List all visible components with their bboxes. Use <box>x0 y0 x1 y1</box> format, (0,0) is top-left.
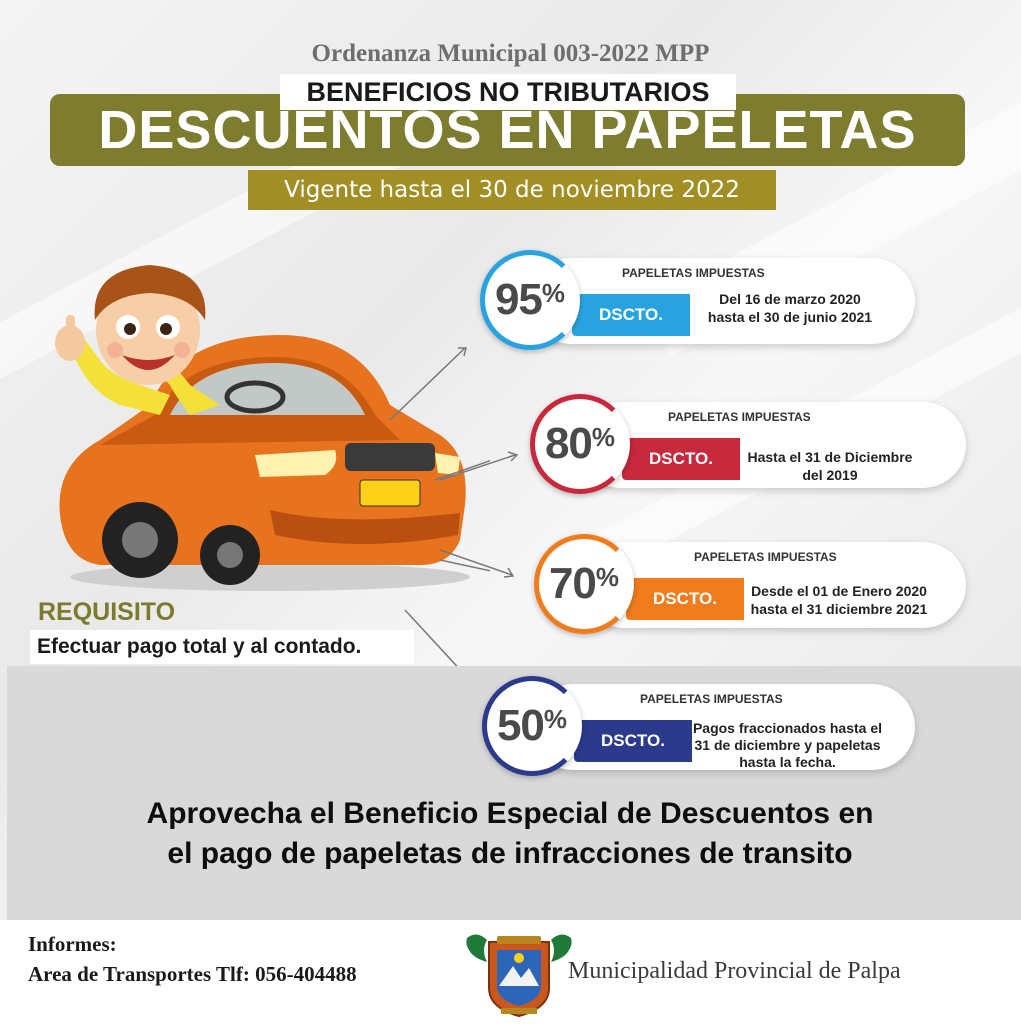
description-line: hasta la fecha. <box>739 754 836 770</box>
description-line: Pagos fraccionados hasta el <box>692 720 883 736</box>
percent-sign: % <box>591 421 616 452</box>
arrow-connectors-mid <box>440 451 519 578</box>
discount-tab: DSCTO. <box>572 294 690 336</box>
discount-row-50: DSCTO. 50% PAPELETAS IMPUESTAS Pagos fra… <box>482 676 915 776</box>
percent-sign: % <box>543 703 568 734</box>
discount-percent: 70 <box>548 559 597 608</box>
discount-description: Hasta el 31 de Diciembre del 2019 <box>730 448 930 484</box>
discount-row-70: DSCTO. 70% PAPELETAS IMPUESTAS Desde el … <box>534 534 966 634</box>
requirement-text: Efectuar pago total y al contado. <box>30 630 414 664</box>
discount-row-80: DSCTO. 80% PAPELETAS IMPUESTAS Hasta el … <box>530 394 966 494</box>
discount-circle: 80% <box>530 394 630 494</box>
discount-heading: PAPELETAS IMPUESTAS <box>640 692 783 706</box>
description-line: del 2019 <box>802 467 858 483</box>
discount-heading: PAPELETAS IMPUESTAS <box>668 410 811 424</box>
discount-tab: DSCTO. <box>622 438 740 480</box>
contact-phone: Area de Transportes Tlf: 056-404488 <box>28 962 357 986</box>
percent-sign: % <box>541 277 566 308</box>
discount-circle: 50% <box>482 676 582 776</box>
discount-description: Pagos fraccionados hasta el 31 de diciem… <box>680 720 895 771</box>
ordinance-title: Ordenanza Municipal 003-2022 MPP <box>311 40 710 67</box>
percent-sign: % <box>595 561 620 592</box>
description-line: 31 de diciembre y papeletas <box>694 737 881 753</box>
description-line: hasta el 31 diciembre 2021 <box>750 601 928 617</box>
cta-line: Aprovecha el Beneficio Especial de Descu… <box>146 797 874 830</box>
discount-heading: PAPELETAS IMPUESTAS <box>622 266 765 280</box>
description-line: hasta el 30 de junio 2021 <box>707 309 873 325</box>
municipality-name: Municipalidad Provincial de Palpa <box>568 958 901 984</box>
subtitle-label: BENEFICIOS NO TRIBUTARIOS <box>280 74 736 110</box>
discount-circle: 70% <box>534 534 634 634</box>
validity-banner: Vigente hasta el 30 de noviembre 2022 <box>248 170 776 210</box>
discount-description: Del 16 de marzo 2020 hasta el 30 de juni… <box>685 290 895 326</box>
info-label: Informes: <box>28 932 117 956</box>
discount-percent: 95 <box>494 275 543 324</box>
description-line: Desde el 01 de Enero 2020 <box>751 583 927 599</box>
discount-row-95: DSCTO. 95% PAPELETAS IMPUESTAS Del 16 de… <box>480 250 915 350</box>
discount-heading: PAPELETAS IMPUESTAS <box>694 550 837 564</box>
requirement-title: REQUISITO <box>38 598 176 626</box>
discount-circle: 95% <box>480 250 580 350</box>
discount-description: Desde el 01 de Enero 2020 hasta el 31 di… <box>729 582 949 618</box>
discount-percent: 80 <box>544 419 593 468</box>
cta-line: el pago de papeletas de infracciones de … <box>167 837 853 870</box>
discount-tab: DSCTO. <box>574 720 692 762</box>
description-line: Del 16 de marzo 2020 <box>719 291 861 307</box>
discount-tab: DSCTO. <box>626 578 744 620</box>
description-line: Hasta el 31 de Diciembre <box>747 449 913 465</box>
car-driver-illustration <box>55 265 470 591</box>
discount-percent: 50 <box>496 701 545 750</box>
municipal-crest-icon <box>466 934 572 1018</box>
call-to-action: Aprovecha el Beneficio Especial de Descu… <box>40 794 980 874</box>
